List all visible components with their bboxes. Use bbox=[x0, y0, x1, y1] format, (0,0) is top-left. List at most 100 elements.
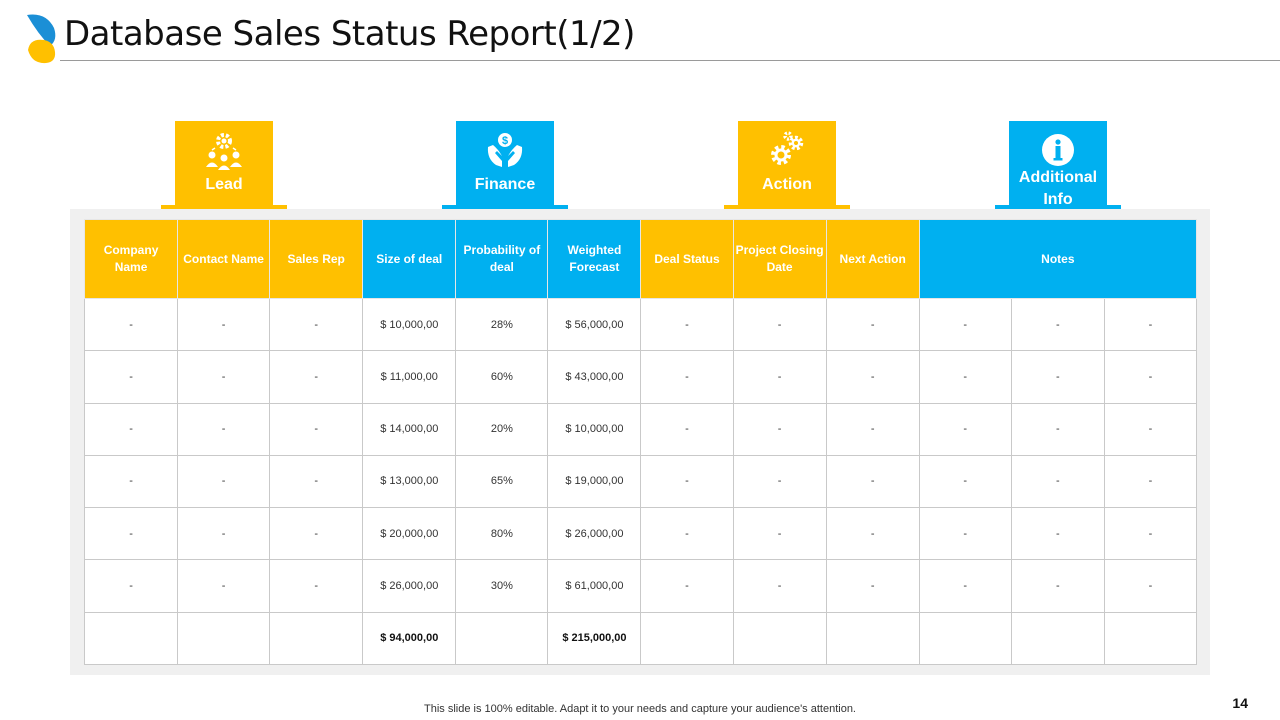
team-network-icon bbox=[206, 133, 242, 170]
table-cell: $ 20,000,00 bbox=[362, 507, 457, 561]
table-cell: $ 43,000,00 bbox=[547, 350, 642, 404]
table-cell: - bbox=[1103, 507, 1198, 561]
table-cell: - bbox=[269, 297, 364, 352]
table-cell: 65% bbox=[455, 454, 549, 509]
table-cell: $ 13,000,00 bbox=[362, 454, 457, 509]
table-cell: - bbox=[1103, 350, 1198, 404]
table-cell-empty bbox=[455, 611, 549, 666]
category-finance: $ Finance bbox=[456, 121, 554, 209]
table-cell: - bbox=[1103, 454, 1198, 509]
table-cell: - bbox=[640, 350, 734, 404]
table-cell: - bbox=[1010, 402, 1105, 456]
table-cell: 80% bbox=[455, 507, 549, 561]
table-cell: 60% bbox=[455, 350, 549, 404]
table-cell: - bbox=[269, 507, 364, 561]
table-cell: - bbox=[825, 402, 920, 456]
table-cell: - bbox=[1103, 559, 1198, 613]
table-cell: - bbox=[732, 402, 827, 456]
table-cell: - bbox=[732, 507, 827, 561]
header-next-action: Next Action bbox=[825, 219, 920, 299]
table-cell: - bbox=[640, 402, 734, 456]
table-cell: - bbox=[825, 454, 920, 509]
header-deal-status: Deal Status bbox=[640, 219, 734, 299]
table-cell: - bbox=[918, 350, 1012, 404]
header-size-of-deal: Size of deal bbox=[362, 219, 457, 299]
table-cell: - bbox=[1010, 507, 1105, 561]
table-cell: - bbox=[640, 297, 734, 352]
hands-dollar-icon: $ bbox=[487, 133, 523, 167]
table-cell: - bbox=[640, 559, 734, 613]
gears-icon bbox=[771, 131, 804, 165]
table-cell: - bbox=[1010, 297, 1105, 352]
table-cell: - bbox=[640, 454, 734, 509]
table-cell: - bbox=[177, 559, 271, 613]
table-cell: - bbox=[1103, 297, 1198, 352]
header-notes: Notes bbox=[918, 219, 1198, 299]
table-header-row: Company Name Contact Name Sales Rep Size… bbox=[83, 219, 1198, 299]
table-cell: - bbox=[177, 297, 271, 352]
table-cell: $ 26,000,00 bbox=[547, 507, 642, 561]
info-icon bbox=[1042, 134, 1074, 166]
category-lead: Lead bbox=[175, 121, 273, 209]
category-label: Additional Info bbox=[1018, 169, 1098, 208]
table-cell: - bbox=[1010, 559, 1105, 613]
table-cell: - bbox=[825, 297, 920, 352]
table-cell: - bbox=[177, 507, 271, 561]
page-number: 14 bbox=[1232, 695, 1248, 711]
table-cell: - bbox=[732, 559, 827, 613]
category-additional-info: Additional Info bbox=[1009, 121, 1107, 209]
table-cell: - bbox=[918, 454, 1012, 509]
table-cell: $ 10,000,00 bbox=[362, 297, 457, 352]
header-contact-name: Contact Name bbox=[177, 219, 271, 299]
table-cell: $ 61,000,00 bbox=[547, 559, 642, 613]
table-cell: - bbox=[269, 559, 364, 613]
table-cell: - bbox=[269, 402, 364, 456]
table-row: - - - $ 13,000,00 65% $ 19,000,00- - - - - - bbox=[83, 454, 1198, 509]
table-cell: 28% bbox=[455, 297, 549, 352]
table-cell: - bbox=[269, 454, 364, 509]
table-row: - - - $ 11,000,00 60% $ 43,000,00- - - - - - bbox=[83, 350, 1198, 404]
table-cell: - bbox=[918, 402, 1012, 456]
table-cell: - bbox=[83, 507, 179, 561]
table-cell: $ 10,000,00 bbox=[547, 402, 642, 456]
table-cell: - bbox=[83, 297, 179, 352]
table-cell: $ 14,000,00 bbox=[362, 402, 457, 456]
table-cell-empty bbox=[640, 611, 734, 666]
title-divider bbox=[60, 60, 1280, 61]
table-cell: $ 26,000,00 bbox=[362, 559, 457, 613]
table-cell: - bbox=[1010, 454, 1105, 509]
table-cell-empty bbox=[177, 611, 271, 666]
table-cell: - bbox=[732, 350, 827, 404]
sales-status-table: Company Name Contact Name Sales Rep Size… bbox=[83, 219, 1198, 666]
svg-text:$: $ bbox=[502, 135, 508, 147]
table-row: - - - $ 10,000,00 28% $ 56,000,00- - - - - - bbox=[83, 297, 1198, 352]
category-label: Finance bbox=[474, 176, 536, 193]
table-cell: - bbox=[1010, 350, 1105, 404]
table-cell: - bbox=[918, 559, 1012, 613]
page-title: Database Sales Status Report(1/2) bbox=[64, 14, 635, 54]
table-cell-empty bbox=[732, 611, 827, 666]
table-cell: - bbox=[177, 402, 271, 456]
category-finance-base bbox=[442, 205, 568, 209]
table-cell: - bbox=[83, 559, 179, 613]
table-cell: - bbox=[83, 454, 179, 509]
table-cell: 20% bbox=[455, 402, 549, 456]
category-label: Lead bbox=[205, 176, 243, 193]
category-additional-info-base bbox=[995, 205, 1121, 209]
table-cell-empty bbox=[1010, 611, 1105, 666]
table-cell: - bbox=[732, 297, 827, 352]
header-project-closing-date: Project Closing Date bbox=[732, 219, 827, 299]
table-cell: - bbox=[918, 507, 1012, 561]
table-cell-empty bbox=[825, 611, 920, 666]
table-cell: - bbox=[1103, 402, 1198, 456]
footer-note: This slide is 100% editable. Adapt it to… bbox=[424, 703, 856, 715]
table-row: - - - $ 14,000,00 20% $ 10,000,00- - - - - - bbox=[83, 402, 1198, 456]
table-row: - - - $ 20,000,00 80% $ 26,000,00- - - - - - bbox=[83, 507, 1198, 561]
header-weighted-forecast: Weighted Forecast bbox=[547, 219, 642, 299]
table-cell: - bbox=[269, 350, 364, 404]
table-cell: $ 56,000,00 bbox=[547, 297, 642, 352]
table-cell: $ 19,000,00 bbox=[547, 454, 642, 509]
category-action-base bbox=[724, 205, 850, 209]
total-size-of-deal: $ 94,000,00 bbox=[362, 611, 457, 666]
category-label: Action bbox=[762, 176, 812, 193]
